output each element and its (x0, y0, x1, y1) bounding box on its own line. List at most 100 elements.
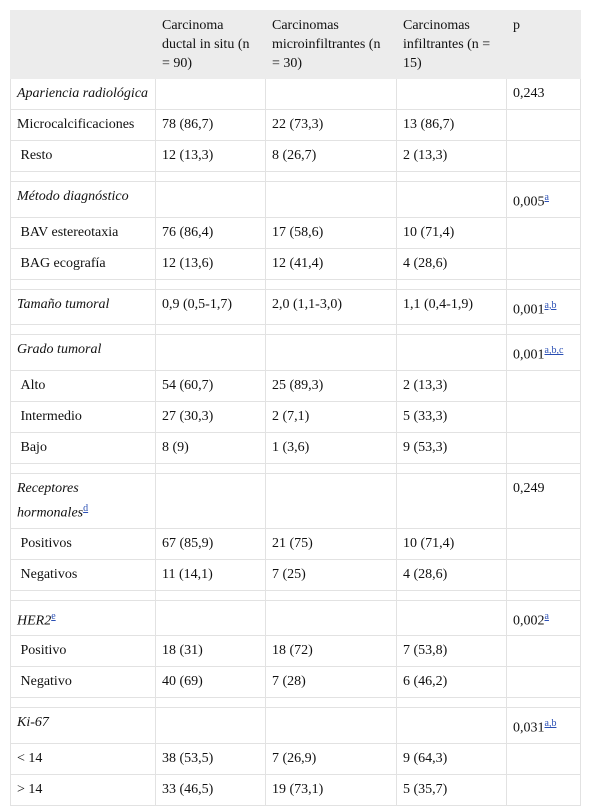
header-cell: Carcinoma ductal in situ (n = 90) (155, 10, 266, 79)
empty-cell (265, 181, 397, 218)
empty-cell (396, 78, 507, 110)
empty-cell (155, 707, 266, 744)
empty-cell (155, 334, 266, 371)
header-cell (10, 10, 156, 79)
value-cell: 7 (28) (265, 666, 397, 699)
section-label: HER2e (10, 599, 156, 637)
p-value: 0,243 (513, 86, 545, 101)
value-cell: 12 (41,4) (265, 247, 397, 280)
spacer-cell (155, 697, 266, 709)
data-row: Negativo 40 (69) 7 (28) 6 (46,2) (10, 666, 581, 699)
spacer-cell (265, 324, 397, 336)
value-cell: 0,9 (0,5-1,7) (155, 288, 266, 326)
footnote-link[interactable]: a,b,c (544, 345, 564, 357)
footnote-link[interactable]: a,b (544, 299, 557, 311)
p-value: 0,031 (513, 720, 545, 736)
spacer-row (10, 697, 581, 709)
spacer-cell (396, 589, 507, 601)
row-label: BAV estereotaxia (10, 216, 156, 249)
footnote-ref: a,b (545, 298, 557, 311)
value-cell: 6 (46,2) (396, 666, 507, 699)
spacer-cell (10, 171, 156, 182)
empty-cell (265, 78, 397, 110)
spacer-cell (506, 589, 581, 601)
value-cell: 21 (75) (265, 527, 397, 560)
section-row: Receptores hormonalesd 0,249 (10, 472, 581, 529)
row-label: BAG ecografía (10, 247, 156, 280)
footnote-link[interactable]: e (51, 610, 56, 622)
empty-cell (155, 78, 266, 110)
empty-cell (506, 773, 581, 806)
row-label: Intermedio (10, 400, 156, 433)
spacer-cell (265, 171, 397, 182)
section-label-text: Tamaño tumoral (17, 296, 110, 312)
empty-cell (506, 369, 581, 402)
row-label: Microcalcificaciones (10, 109, 156, 141)
data-row: Intermedio 27 (30,3) 2 (7,1) 5 (33,3) (10, 400, 581, 433)
row-label: Bajo (10, 431, 156, 464)
value-cell: 40 (69) (155, 666, 266, 699)
empty-cell (396, 472, 507, 529)
value-cell: 5 (33,3) (396, 400, 507, 433)
section-label: Tamaño tumoral (10, 288, 156, 326)
section-label: Método diagnóstico (10, 181, 156, 218)
footnote-ref: a,b (545, 716, 557, 729)
footnote-link[interactable]: a,b (544, 718, 557, 730)
value-cell: 1 (3,6) (265, 431, 397, 464)
value-cell: 27 (30,3) (155, 400, 266, 433)
value-cell: 22 (73,3) (265, 109, 397, 141)
empty-cell (506, 109, 581, 141)
spacer-cell (506, 462, 581, 474)
spacer-cell (10, 324, 156, 336)
empty-cell (506, 558, 581, 591)
data-row: < 14 38 (53,5) 7 (26,9) 9 (64,3) (10, 742, 581, 775)
value-cell: 67 (85,9) (155, 527, 266, 560)
spacer-cell (155, 324, 266, 336)
value-cell: 7 (26,9) (265, 742, 397, 775)
section-row: Apariencia radiológica 0,243 (10, 78, 581, 110)
section-label: Apariencia radiológica (10, 78, 156, 110)
value-cell: 4 (28,6) (396, 558, 507, 591)
value-cell: 9 (64,3) (396, 742, 507, 775)
value-cell: 12 (13,6) (155, 247, 266, 280)
spacer-cell (396, 697, 507, 709)
empty-cell (265, 707, 397, 744)
header-row: Carcinoma ductal in situ (n = 90) Carcino… (10, 10, 581, 79)
value-cell: 19 (73,1) (265, 773, 397, 806)
value-cell: 8 (26,7) (265, 140, 397, 172)
empty-cell (396, 181, 507, 218)
spacer-row (10, 171, 581, 182)
spacer-row (10, 589, 581, 601)
spacer-cell (396, 171, 507, 182)
empty-cell (396, 599, 507, 637)
spacer-row (10, 462, 581, 474)
empty-cell (155, 181, 266, 218)
empty-cell (506, 140, 581, 172)
value-cell: 17 (58,6) (265, 216, 397, 249)
empty-cell (506, 666, 581, 699)
spacer-cell (265, 697, 397, 709)
value-cell: 76 (86,4) (155, 216, 266, 249)
section-label-text: HER2 (17, 613, 52, 629)
section-label-text: Grado tumoral (17, 342, 102, 358)
section-label: Grado tumoral (10, 334, 156, 371)
section-label-text: Apariencia radiológica (17, 86, 149, 101)
p-cell: 0,002a (506, 599, 581, 637)
empty-cell (506, 216, 581, 249)
data-row: Bajo 8 (9) 1 (3,6) 9 (53,3) (10, 431, 581, 464)
spacer-cell (155, 278, 266, 290)
footnote-link[interactable]: d (83, 502, 89, 514)
data-row: BAV estereotaxia 76 (86,4) 17 (58,6) 10 (71… (10, 216, 581, 249)
value-cell: 2 (13,3) (396, 369, 507, 402)
empty-cell (506, 742, 581, 775)
spacer-cell (155, 589, 266, 601)
value-cell: 10 (71,4) (396, 527, 507, 560)
footnote-link[interactable]: a (544, 610, 549, 622)
spacer-cell (265, 589, 397, 601)
footnote-link[interactable]: a (544, 192, 549, 203)
header-cell: p (506, 10, 581, 79)
footnote-ref: d (83, 501, 88, 514)
p-value: 0,002 (513, 613, 545, 629)
empty-cell (155, 599, 266, 637)
